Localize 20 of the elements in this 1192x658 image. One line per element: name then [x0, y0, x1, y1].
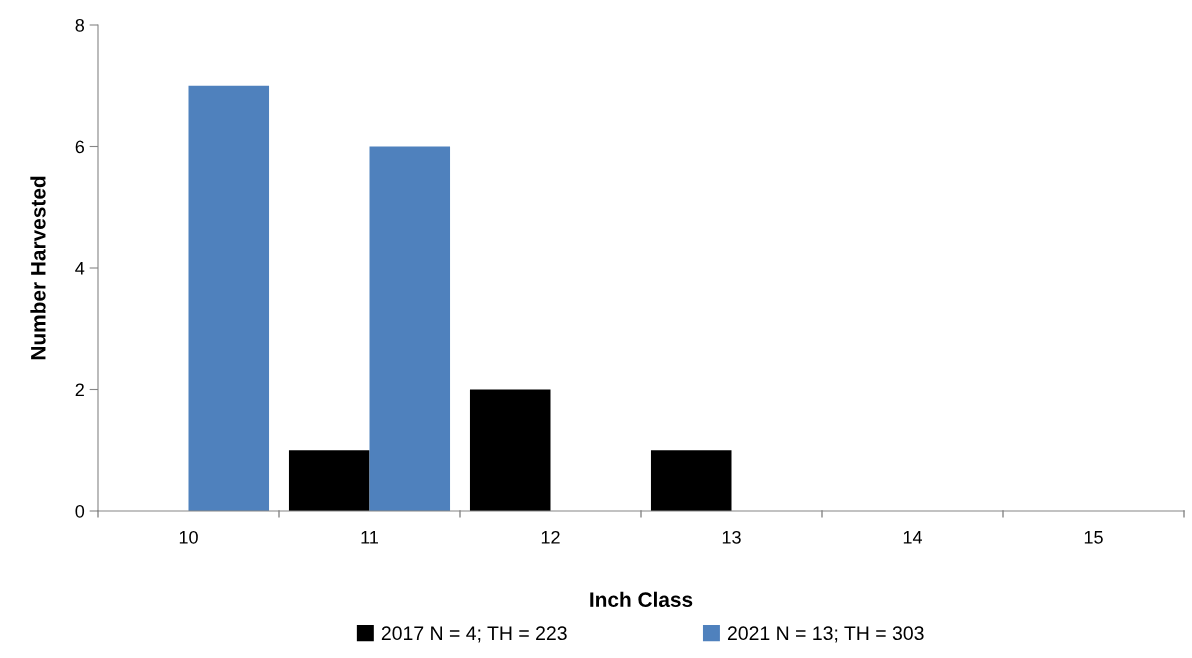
legend-label: 2021 N = 13; TH = 303 — [727, 626, 924, 643]
legend-label: 2017 N = 4; TH = 223 — [381, 626, 567, 643]
x-tick-label: 14 — [903, 531, 923, 544]
y-tick-label: 6 — [75, 140, 85, 154]
y-axis-title: Number Harvested — [30, 176, 46, 360]
bar — [650, 450, 732, 511]
y-tick-label: 8 — [75, 18, 85, 32]
x-axis-title: Inch Class — [590, 591, 693, 608]
y-tick-label: 0 — [75, 504, 85, 518]
bar — [469, 389, 551, 511]
bar — [369, 146, 451, 511]
x-tick-label: 11 — [361, 531, 378, 544]
bar — [288, 450, 370, 511]
bar — [188, 85, 270, 511]
x-tick-label: 10 — [179, 530, 198, 544]
x-tick-label: 13 — [722, 530, 741, 544]
y-tick-label: 4 — [75, 262, 85, 275]
x-tick-label: 12 — [541, 530, 560, 544]
y-tick-label: 2 — [75, 383, 84, 397]
x-tick-label: 15 — [1084, 531, 1103, 544]
